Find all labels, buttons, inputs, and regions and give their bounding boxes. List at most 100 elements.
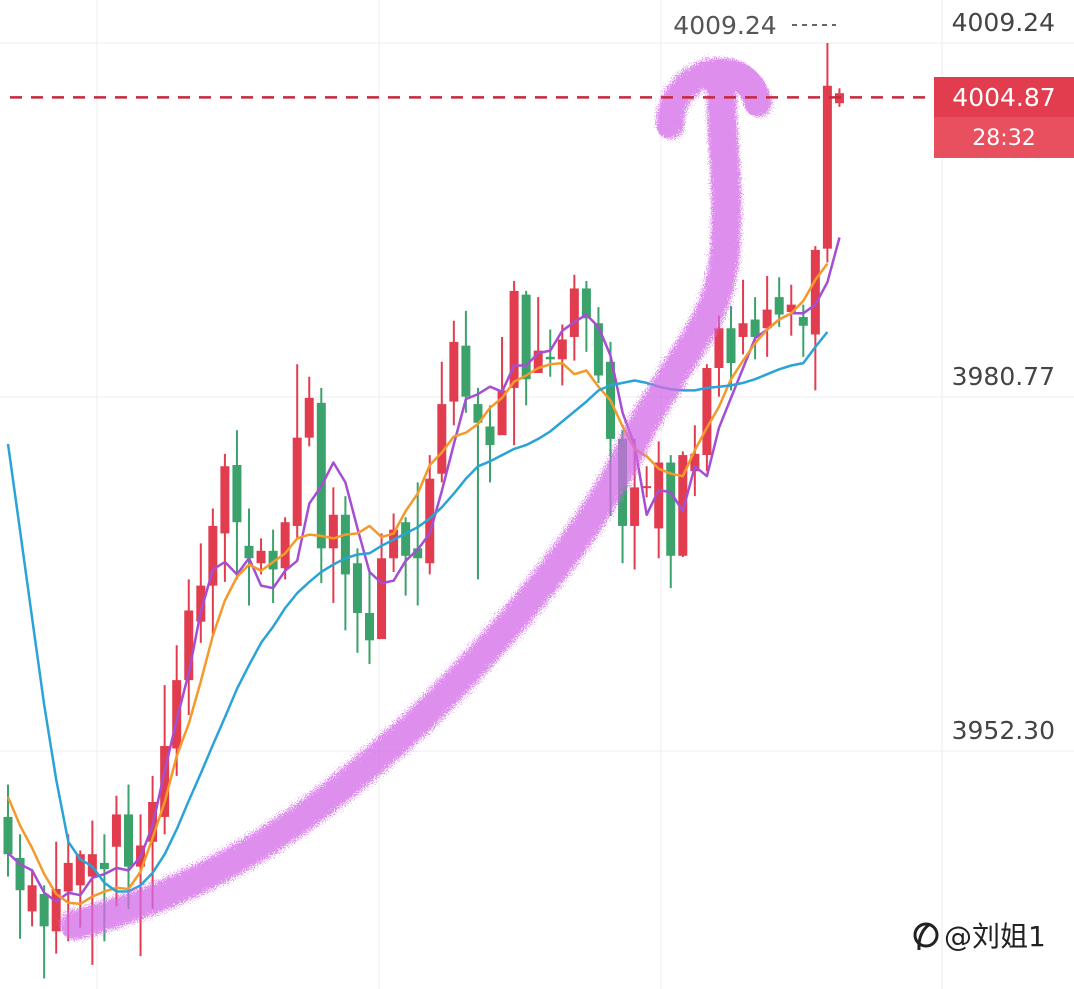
candle: [425, 455, 435, 575]
candle-body: [581, 288, 591, 319]
candle: [292, 364, 302, 540]
candle: [738, 279, 748, 355]
candle-body: [509, 290, 519, 388]
candle-body: [352, 563, 362, 613]
current-price-tag-bg: [934, 77, 1074, 117]
candle-body: [328, 514, 338, 549]
candle-body: [545, 356, 555, 360]
candle: [232, 430, 242, 580]
candle-body: [39, 893, 49, 927]
candle: [160, 685, 170, 835]
candle: [39, 885, 49, 979]
candle: [184, 579, 194, 715]
candle: [557, 324, 567, 386]
candle-body: [798, 317, 808, 326]
candle: [509, 280, 519, 446]
candle-body: [822, 85, 832, 249]
candle: [413, 482, 423, 606]
current-price-label: 4004.87: [952, 83, 1055, 112]
candle-body: [557, 339, 567, 360]
watermark-text: @刘姐1: [944, 920, 1046, 953]
watermark: @刘姐1: [913, 920, 1046, 953]
candle: [365, 569, 374, 664]
candle: [449, 320, 459, 426]
candle: [726, 305, 736, 391]
candle-body: [340, 514, 350, 575]
candle: [473, 387, 483, 580]
candle: [593, 307, 603, 383]
candle-body: [208, 525, 218, 586]
candle-body: [461, 345, 471, 397]
candle-body: [3, 816, 13, 855]
candle-body: [774, 297, 784, 315]
candle: [15, 834, 25, 939]
candle-body: [160, 746, 170, 817]
candle-body: [437, 404, 447, 474]
candle-body: [690, 453, 700, 472]
moving-average-line: [6, 331, 829, 893]
y-axis-tick-label: 3952.30: [952, 716, 1055, 745]
y-axis-tick-label: 3980.77: [952, 362, 1055, 391]
candle-body: [413, 548, 423, 559]
candle-body: [666, 462, 676, 556]
candle: [822, 43, 832, 263]
candle-body: [15, 857, 25, 891]
candle-body: [51, 889, 61, 932]
candle-body: [726, 328, 736, 364]
candle-body: [810, 249, 820, 335]
y-axis: 4009.24 3980.77 3952.30: [952, 8, 1055, 745]
candle-body: [593, 323, 603, 376]
candle-body: [268, 550, 278, 570]
candle-body: [124, 814, 133, 867]
candle-body: [292, 437, 302, 526]
candle: [220, 453, 230, 582]
candle-body: [714, 328, 724, 369]
candle: [256, 538, 266, 575]
candle-body: [27, 885, 37, 912]
candle-body: [304, 397, 314, 438]
candle-body: [654, 462, 664, 529]
arrow-annotation-head: [656, 57, 772, 139]
candle-body: [485, 426, 495, 446]
candle: [702, 364, 712, 472]
candle: [569, 274, 579, 361]
candle: [533, 297, 543, 374]
candle: [654, 441, 664, 559]
candle-body: [389, 529, 399, 559]
candle-body: [232, 465, 242, 523]
candle: [389, 513, 399, 572]
candle: [461, 310, 471, 413]
candle: [401, 517, 411, 596]
candle: [196, 543, 206, 643]
candle-body: [377, 558, 387, 640]
candle-body: [184, 610, 194, 681]
peak-label: 4009.24: [673, 11, 776, 40]
candle-body: [449, 341, 459, 402]
candle-body: [425, 478, 435, 564]
candle: [304, 376, 314, 447]
candle: [642, 466, 652, 498]
candle: [545, 329, 555, 377]
candle: [280, 517, 290, 580]
candle-body: [750, 319, 760, 337]
candle-body: [401, 522, 411, 556]
candle-body: [533, 350, 543, 374]
candle-body: [473, 404, 483, 423]
arrow-annotation-stroke: [60, 65, 742, 940]
candle: [437, 361, 447, 483]
candle-body: [738, 323, 748, 337]
candle-body: [786, 304, 796, 313]
candle: [328, 487, 338, 604]
candle: [714, 315, 724, 397]
candle-body: [365, 612, 374, 641]
candle-body: [196, 585, 206, 622]
candle-body: [630, 487, 640, 526]
candle-body: [75, 854, 85, 886]
candle: [352, 548, 362, 653]
countdown-label: 28:32: [972, 126, 1035, 151]
candle-body: [256, 550, 266, 564]
candle: [497, 336, 507, 436]
current-price-tag: 4004.87 28:32: [934, 77, 1074, 158]
candle: [750, 297, 760, 360]
candle-body: [678, 455, 688, 556]
